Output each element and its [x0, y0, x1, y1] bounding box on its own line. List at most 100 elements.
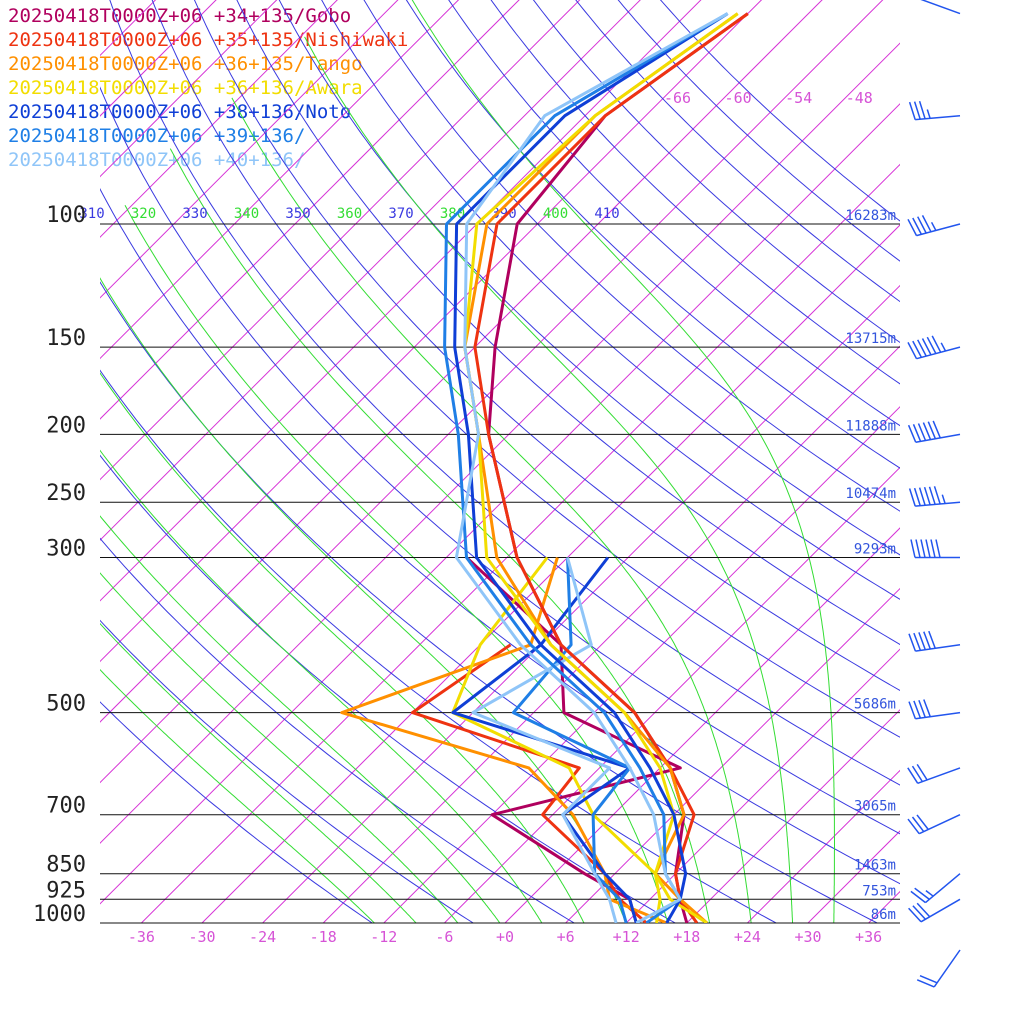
wind-barb-staff — [915, 644, 961, 652]
pressure-label: 700 — [46, 794, 86, 819]
dry-adiabat-line — [405, 0, 900, 469]
wind-barb-feather — [917, 216, 927, 234]
wind-barb — [907, 763, 961, 785]
isotherm-line — [100, 0, 884, 784]
wind-barb-feather — [912, 217, 923, 235]
wind-barb-feather — [922, 422, 932, 440]
wind-barb-feather — [935, 539, 941, 558]
dry-adiabat-line — [151, 0, 900, 738]
wind-barb-half-feather — [926, 109, 931, 119]
isotherm-line — [100, 0, 399, 299]
wind-barb-feather — [916, 814, 929, 830]
wind-barb-feather — [907, 424, 917, 443]
temperature-profile-line — [487, 12, 749, 923]
wind-barb — [908, 630, 961, 652]
upper-isotherm-label: -60 — [725, 89, 752, 107]
height-label: 86m — [871, 907, 896, 923]
theta-label: 410 — [594, 206, 619, 222]
wind-barb-feather — [932, 420, 941, 439]
wind-barb — [908, 100, 961, 121]
wind-barb-feather — [913, 700, 922, 719]
x-tick-label: +30 — [794, 928, 821, 946]
pressure-label: 925 — [46, 878, 86, 903]
wind-barb-feather — [910, 890, 926, 904]
dry-adiabat-line — [575, 0, 900, 303]
x-tick-label: -24 — [249, 928, 276, 946]
wind-barb-feather — [916, 902, 931, 918]
wind-barb — [908, 699, 961, 720]
wind-barb-feather — [908, 907, 922, 923]
moist-adiabat-line — [124, 204, 669, 923]
isotherm-line — [100, 0, 217, 117]
dewpoint-profile-line — [451, 556, 662, 923]
pressure-label: 150 — [46, 326, 86, 351]
wind-barb-feather — [911, 816, 925, 833]
isotherm-line — [100, 0, 157, 57]
wind-barb-feather — [927, 421, 937, 440]
wind-barb-feather — [923, 699, 932, 718]
dry-adiabat-line — [363, 0, 900, 512]
isotherm-line — [201, 224, 900, 923]
isotherm-line — [100, 0, 520, 420]
pressure-label: 300 — [46, 537, 86, 562]
x-tick-label: +18 — [673, 928, 700, 946]
upper-isotherm-label: -48 — [846, 89, 873, 107]
pressure-label: 850 — [46, 853, 86, 878]
dry-adiabat-line — [532, 0, 900, 344]
x-tick-label: +12 — [613, 928, 640, 946]
wind-barb-feather — [908, 701, 917, 720]
wind-barb-feather — [913, 487, 921, 506]
moist-adiabat-line — [231, 97, 752, 923]
height-label: 13715m — [845, 331, 896, 347]
wind-barb — [910, 539, 960, 559]
isotherm-line — [443, 466, 900, 923]
upper-isotherm-label: -54 — [785, 89, 812, 107]
wind-barb-staff — [915, 114, 961, 121]
isotherm-line — [867, 890, 900, 923]
isotherm-line — [100, 0, 581, 481]
wind-barb — [916, 949, 961, 988]
wind-barb-feather — [931, 335, 942, 353]
wind-barb — [907, 814, 961, 835]
height-label: 16283m — [845, 208, 896, 224]
wind-barb-feather — [912, 905, 926, 920]
wind-barb-feather — [918, 487, 926, 506]
dry-adiabat-line — [236, 0, 900, 646]
wind-barb-feather — [914, 887, 930, 900]
background-grid — [100, 0, 1024, 938]
dry-adiabat-line — [100, 619, 475, 923]
wind-barb-staff — [915, 433, 961, 443]
x-tick-label: +6 — [557, 928, 575, 946]
wind-barb-staff — [916, 223, 961, 237]
wind-barb-feather — [923, 631, 932, 650]
wind-barb-feather — [917, 339, 927, 357]
x-tick-label: +36 — [855, 928, 882, 946]
dry-adiabat-line — [100, 701, 374, 923]
dry-adiabat-line — [659, 0, 900, 222]
isotherm-line — [504, 527, 900, 923]
isotherm-line — [746, 769, 900, 923]
moist-adiabat-line — [100, 515, 501, 923]
wind-barb-feather — [907, 218, 918, 236]
theta-label: 370 — [388, 206, 413, 222]
wind-barb-feather — [919, 975, 938, 984]
wind-barb-feather — [925, 539, 931, 558]
wind-barb-feather — [908, 101, 916, 120]
wind-barb-feather — [928, 486, 936, 505]
isotherm-line — [975, 0, 1024, 938]
wind-barb-staff — [920, 0, 961, 15]
isotherm-line — [625, 648, 900, 923]
moist-adiabat-line — [411, 0, 835, 923]
height-label: 11888m — [845, 418, 896, 434]
legend-entry-nishiwaki: 20250418T0000Z+06 +35+135/Nishiwaki — [8, 29, 409, 51]
wind-barb-half-feather — [940, 342, 947, 352]
isotherm-line — [914, 0, 1024, 938]
moist-adiabat-line — [304, 36, 794, 923]
wind-barb-feather — [911, 765, 924, 783]
wind-barb-feather — [933, 486, 941, 505]
dry-adiabat-line — [490, 0, 900, 385]
wind-barb-feather — [915, 539, 921, 558]
wind-barb-staff — [918, 814, 961, 835]
wind-barb-feather — [916, 979, 935, 988]
